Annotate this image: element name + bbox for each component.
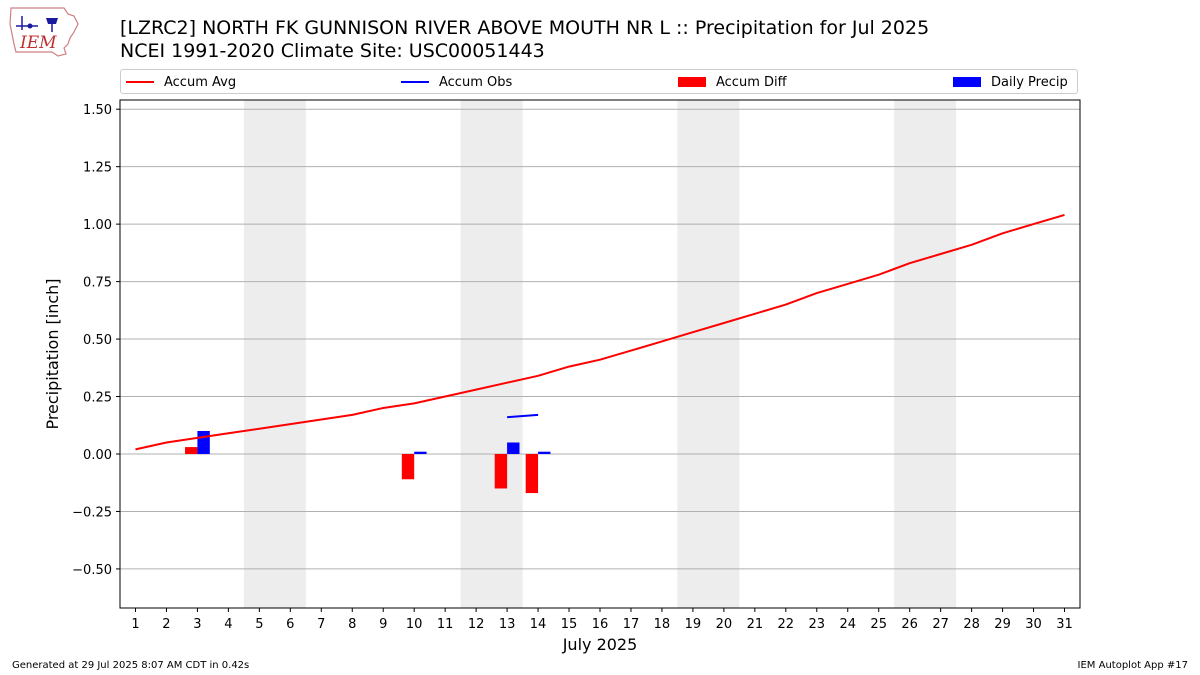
y-tick-label-0: −0.50: [72, 563, 112, 578]
y-tick-label-6: 1.00: [83, 218, 112, 233]
legend-label-accum-diff: Accum Diff: [716, 74, 787, 90]
y-tick-label-5: 0.75: [83, 276, 112, 291]
daily-precip-bar-day-14: [538, 451, 551, 454]
accum-diff-bar-day-3: [185, 447, 198, 454]
weekend-band-3: [894, 100, 957, 608]
legend-item-accum-avg: Accum Avg: [126, 73, 236, 91]
x-tick-label-25: 25: [870, 617, 887, 632]
weekend-band-1: [460, 100, 523, 608]
x-tick-label-9: 9: [379, 617, 387, 632]
x-tick-label-6: 6: [286, 617, 294, 632]
x-tick-label-27: 27: [932, 617, 949, 632]
accum-avg-line: [135, 213, 1065, 451]
x-tick-label-10: 10: [406, 617, 423, 632]
x-axis-label: July 2025: [562, 635, 638, 654]
legend-item-daily-precip: Daily Precip: [953, 73, 1068, 91]
weekend-band-2: [677, 100, 740, 608]
x-tick-label-4: 4: [224, 617, 232, 632]
x-tick-label-7: 7: [317, 617, 325, 632]
x-tick-label-2: 2: [162, 617, 170, 632]
logo-text: IEM: [19, 33, 57, 53]
y-tick-label-7: 1.25: [83, 161, 112, 176]
x-tick-label-26: 26: [901, 617, 918, 632]
legend-swatch-accum-avg: [126, 81, 154, 83]
legend-label-accum-obs: Accum Obs: [439, 74, 513, 90]
legend-item-accum-obs: Accum Obs: [401, 73, 512, 91]
legend-swatch-accum-obs: [401, 81, 429, 83]
daily-precip-bar-day-10: [414, 451, 427, 454]
x-tick-label-1: 1: [131, 617, 139, 632]
legend-swatch-daily-precip: [953, 77, 981, 87]
x-tick-label-23: 23: [809, 617, 826, 632]
weekend-band-0: [243, 100, 306, 608]
daily-precip-bar-day-13: [507, 442, 520, 454]
footer-generated: Generated at 29 Jul 2025 8:07 AM CDT in …: [12, 660, 250, 671]
legend-item-accum-diff: Accum Diff: [678, 73, 787, 91]
x-tick-label-29: 29: [994, 617, 1011, 632]
footer-app-id: IEM Autoplot App #17: [1077, 660, 1188, 671]
x-tick-label-13: 13: [499, 617, 516, 632]
x-tick-label-5: 5: [255, 617, 263, 632]
chart-subtitle: NCEI 1991-2020 Climate Site: USC00051443: [120, 40, 545, 62]
x-tick-label-11: 11: [437, 617, 454, 632]
x-tick-label-12: 12: [468, 617, 485, 632]
x-tick-label-17: 17: [623, 617, 640, 632]
y-tick-label-1: −0.25: [72, 505, 112, 520]
iem-logo: IEM: [9, 7, 79, 57]
x-tick-label-24: 24: [839, 617, 856, 632]
x-tick-label-18: 18: [654, 617, 671, 632]
x-tick-label-3: 3: [193, 617, 201, 632]
accum-diff-bar-day-13: [494, 453, 508, 489]
x-tick-label-31: 31: [1056, 617, 1073, 632]
x-tick-label-22: 22: [778, 617, 795, 632]
accum-diff-bar-day-10: [401, 453, 415, 480]
x-tick-label-30: 30: [1025, 617, 1042, 632]
x-tick-label-15: 15: [561, 617, 578, 632]
x-tick-label-16: 16: [592, 617, 609, 632]
x-tick-label-28: 28: [963, 617, 980, 632]
y-axis-label: Precipitation [inch]: [43, 278, 62, 429]
chart-title: [LZRC2] NORTH FK GUNNISON RIVER ABOVE MO…: [120, 17, 930, 39]
y-tick-label-3: 0.25: [83, 391, 112, 406]
x-tick-label-21: 21: [747, 617, 764, 632]
legend-label-daily-precip: Daily Precip: [991, 74, 1068, 90]
accum-diff-bar-day-14: [525, 453, 539, 494]
accum-obs-line: [507, 413, 539, 419]
x-tick-label-14: 14: [530, 617, 547, 632]
y-tick-label-4: 0.50: [83, 333, 112, 348]
legend: Accum Avg Accum Obs Accum Diff Daily Pre…: [120, 69, 1078, 94]
x-tick-label-20: 20: [716, 617, 733, 632]
y-tick-label-2: 0.00: [83, 448, 112, 463]
daily-precip-bar-day-3: [197, 431, 210, 454]
legend-label-accum-avg: Accum Avg: [164, 74, 237, 90]
x-tick-label-19: 19: [685, 617, 702, 632]
x-tick-label-8: 8: [348, 617, 356, 632]
legend-swatch-accum-diff: [678, 77, 706, 87]
y-tick-label-8: 1.50: [83, 103, 112, 118]
